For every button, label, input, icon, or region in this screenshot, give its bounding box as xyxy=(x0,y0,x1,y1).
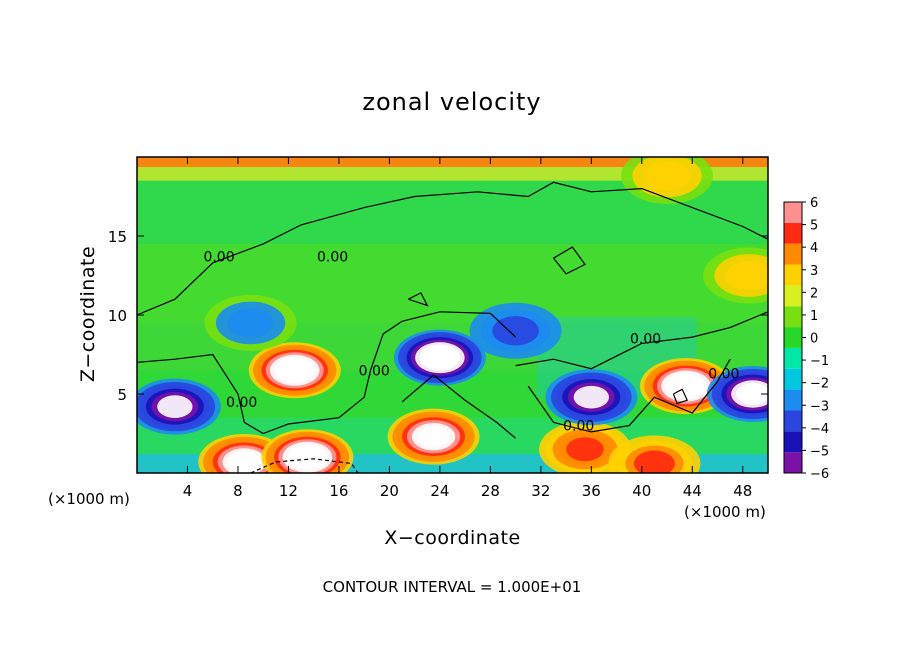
colorbar-tick-label: 1 xyxy=(810,309,818,324)
contour-label: 0.00 xyxy=(317,250,348,266)
field-jet xyxy=(227,451,262,473)
x-tick-label: 8 xyxy=(233,482,243,500)
colorbar-segment xyxy=(784,368,802,390)
field-jet xyxy=(278,359,311,381)
contour-line xyxy=(137,311,517,435)
x-tick-label: 12 xyxy=(279,482,298,500)
x-tick-label: 36 xyxy=(582,482,601,500)
colorbar-tick-label: 0 xyxy=(810,332,818,347)
contour-line xyxy=(250,458,359,473)
field-jet xyxy=(227,308,274,338)
colorbar-segment xyxy=(784,410,802,432)
contour-label: 0.00 xyxy=(359,363,390,379)
field-jet xyxy=(566,437,604,462)
colorbar-tick-label: 4 xyxy=(810,241,818,256)
field-jet xyxy=(416,425,451,448)
colorbar-tick-label: −1 xyxy=(810,354,829,369)
colorbar-tick-label: 6 xyxy=(810,196,818,211)
field-jet xyxy=(633,450,675,473)
colorbar: 6 5 4 3 2 1 0 −1 −2 −3 −4 −5 −6 xyxy=(783,196,829,482)
field-jet xyxy=(573,385,609,409)
x-tick-label: 44 xyxy=(683,482,702,500)
field-band xyxy=(137,157,768,167)
contour-line xyxy=(527,358,731,433)
y-tick-label: 5 xyxy=(117,386,127,404)
contour-line xyxy=(137,181,768,316)
contour-line xyxy=(553,246,586,275)
contour-label: 0.00 xyxy=(226,395,257,411)
colorbar-tick-label: −3 xyxy=(810,399,829,414)
x-unit-label-left: (×1000 m) xyxy=(48,490,130,508)
colorbar-segment xyxy=(784,202,802,223)
field-jet xyxy=(736,383,768,405)
contour-line xyxy=(672,388,689,405)
contour-label: 0.00 xyxy=(563,419,594,435)
field-jet xyxy=(725,260,768,291)
colorbar-segment xyxy=(784,431,802,453)
contour-label: 0.00 xyxy=(708,366,739,382)
y-tick-label: 15 xyxy=(108,228,127,246)
x-tick-label: 20 xyxy=(380,482,399,500)
x-tick-label: 28 xyxy=(481,482,500,500)
x-tick-label: 16 xyxy=(329,482,348,500)
colorbar-tick-label: 3 xyxy=(810,264,818,279)
y-axis-label: Z−coordinate xyxy=(77,245,99,383)
contour-label: 0.00 xyxy=(630,332,661,348)
colorbar-segment xyxy=(784,285,802,307)
field-jet xyxy=(423,347,457,369)
contour-line xyxy=(408,292,429,307)
colorbar-segment xyxy=(784,347,802,369)
velocity-jets xyxy=(137,157,768,473)
colorbar-tick-label: −6 xyxy=(810,467,829,482)
contour-label: 0.00 xyxy=(203,250,234,266)
colorbar-segment xyxy=(784,327,802,348)
x-tick-label: 32 xyxy=(531,482,550,500)
field-jet xyxy=(492,316,539,346)
colorbar-segment xyxy=(784,306,802,328)
x-tick-label: 40 xyxy=(632,482,651,500)
field-jet xyxy=(157,395,193,418)
contour-line xyxy=(515,311,768,370)
contour-labels: 0.00 0.00 0.00 0.00 0.00 0.00 0.00 xyxy=(203,250,739,435)
colorbar-segment xyxy=(784,264,802,286)
colorbar-segment xyxy=(784,222,802,244)
colorbar-tick-label: −5 xyxy=(810,444,829,459)
x-tick-label: 24 xyxy=(430,482,449,500)
chart-title: zonal velocity xyxy=(362,88,542,116)
x-tick-label: 4 xyxy=(183,482,193,500)
colorbar-segment xyxy=(784,452,802,473)
colorbar-tick-label: 2 xyxy=(810,286,818,301)
colorbar-tick-label: −2 xyxy=(810,377,829,392)
field-jet xyxy=(643,161,691,191)
field-jet xyxy=(291,446,324,468)
y-tick-label: 10 xyxy=(108,307,127,325)
zero-contours xyxy=(137,181,768,473)
x-axis-label: X−coordinate xyxy=(384,527,521,549)
x-unit-label-right: (×1000 m) xyxy=(684,503,766,521)
colorbar-segment xyxy=(784,389,802,411)
contour-line xyxy=(401,374,516,439)
contour-interval-note: CONTOUR INTERVAL = 1.000E+01 xyxy=(322,578,582,596)
colorbar-tick-label: 5 xyxy=(810,219,818,234)
colorbar-tick-label: −4 xyxy=(810,422,829,437)
colorbar-segment xyxy=(784,243,802,265)
x-tick-label: 48 xyxy=(733,482,752,500)
